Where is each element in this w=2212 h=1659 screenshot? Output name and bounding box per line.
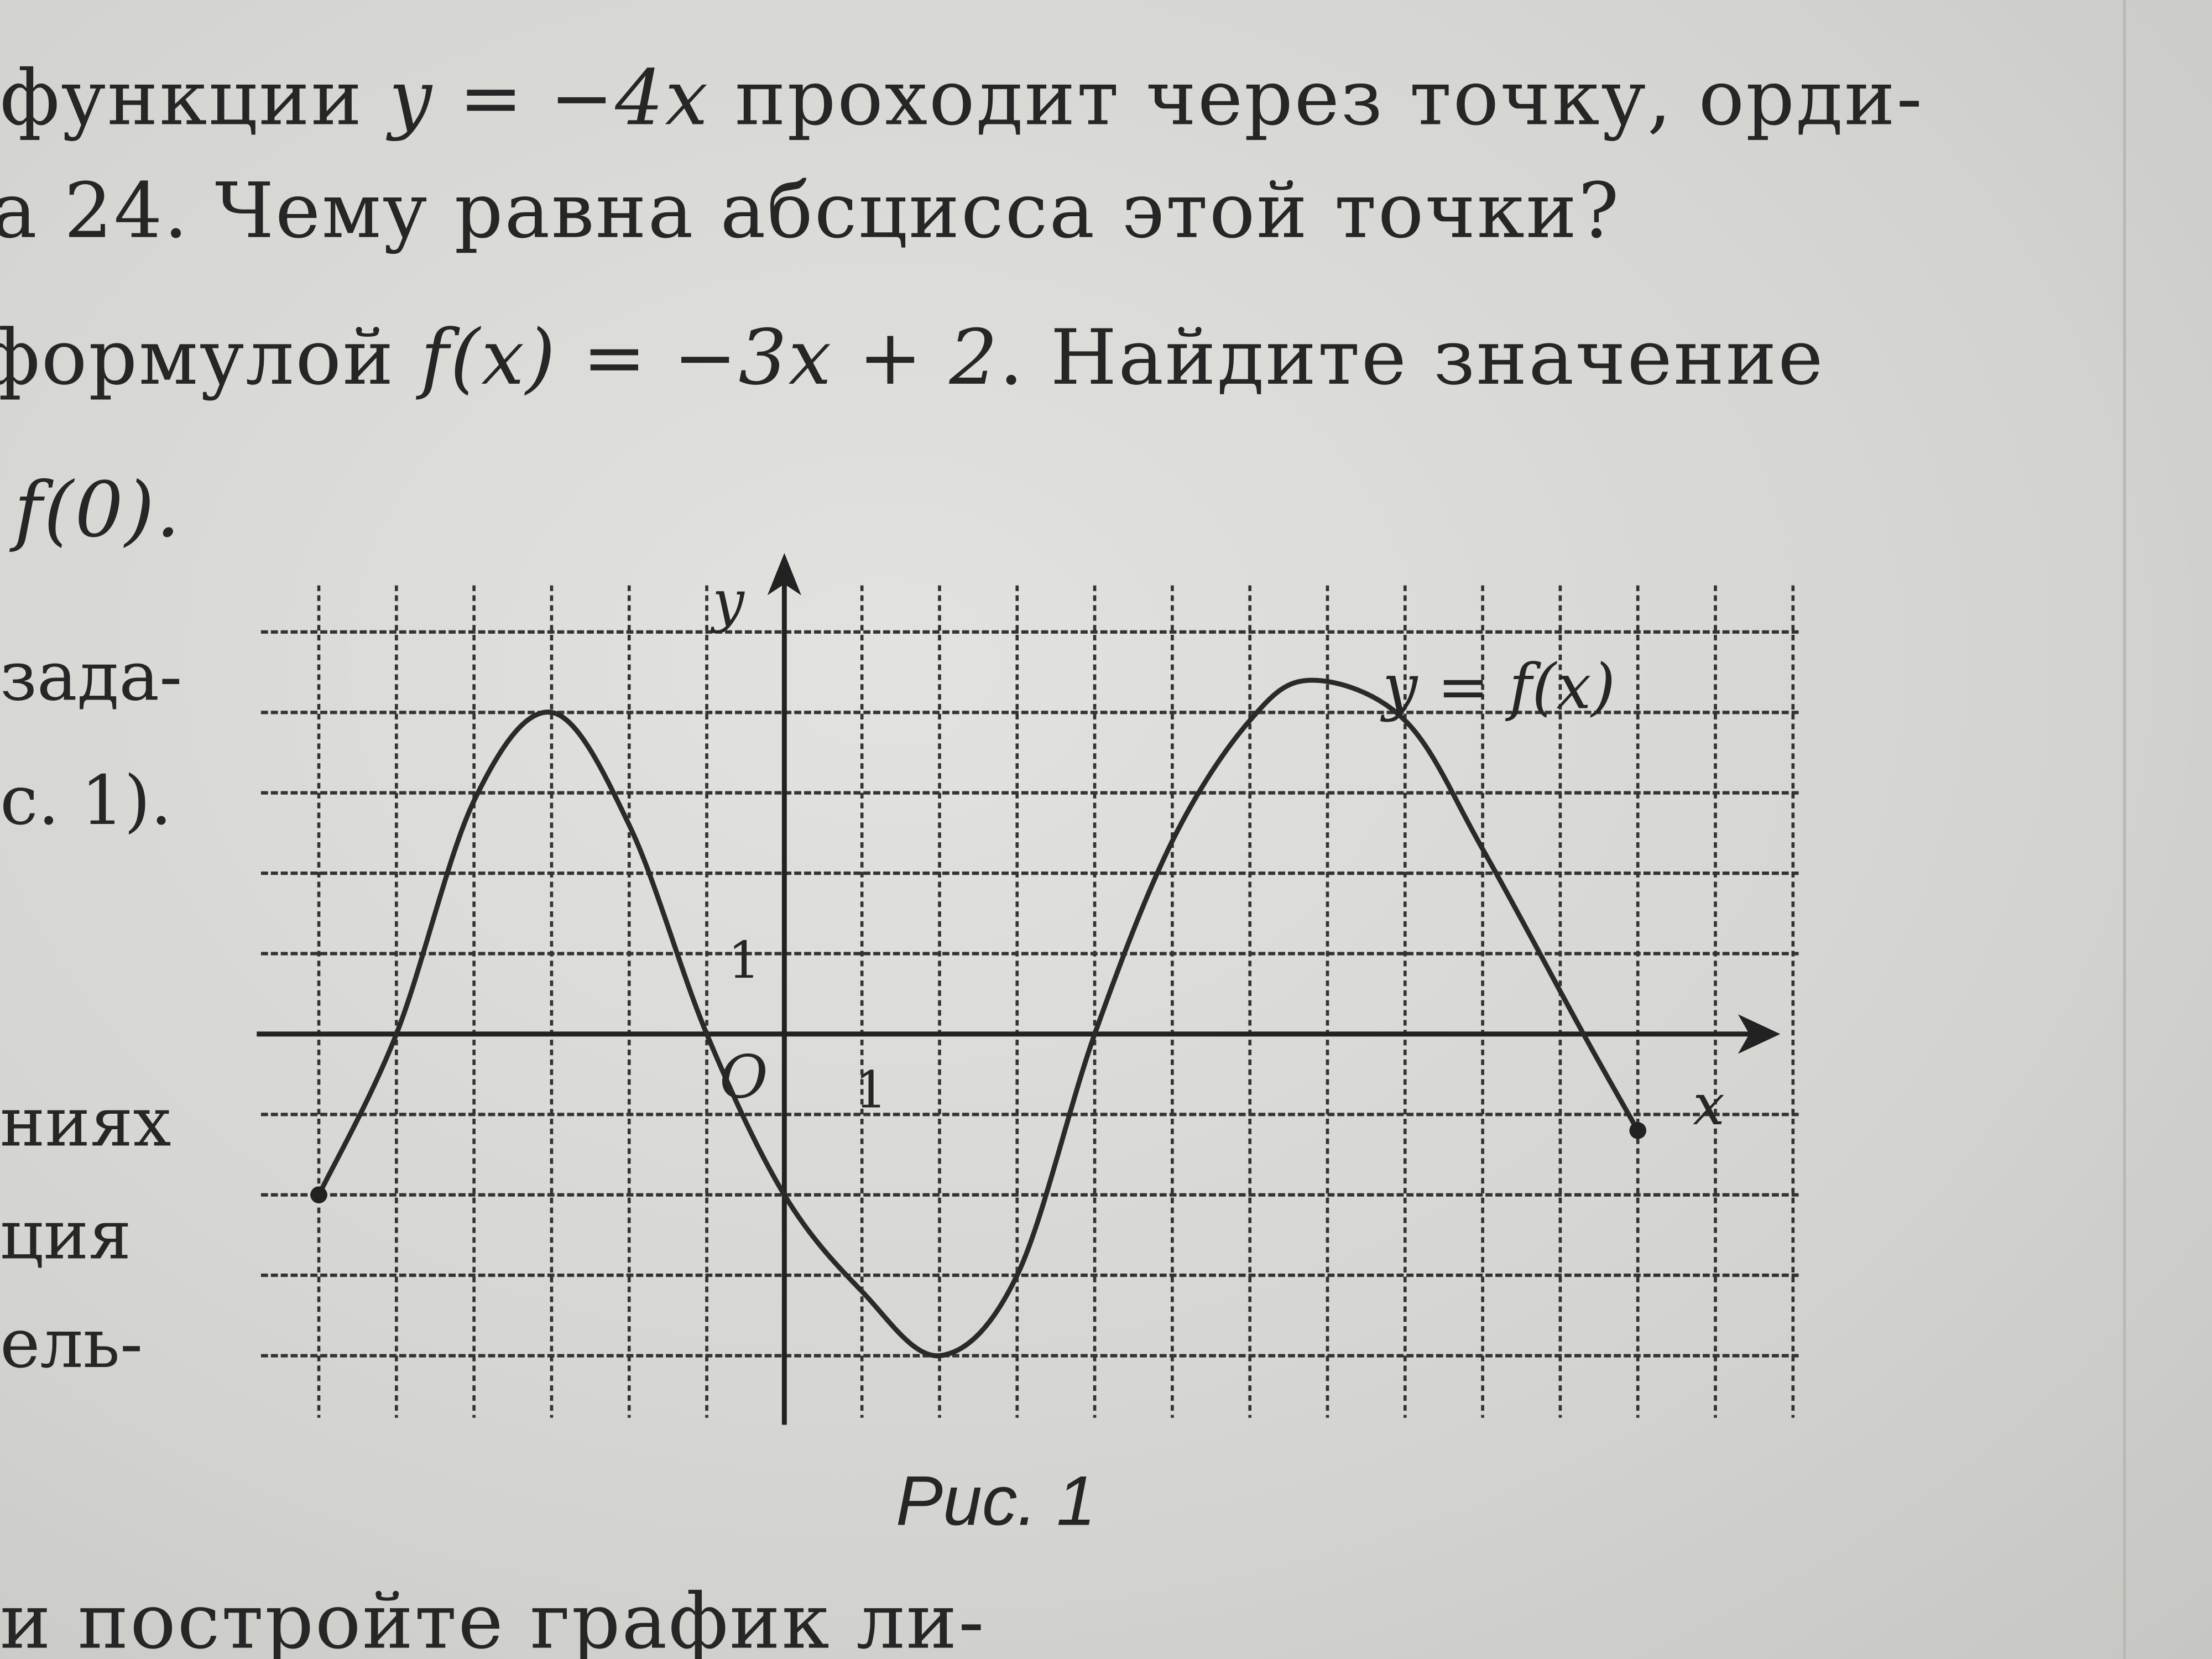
x-unit-label: 1 (855, 1061, 887, 1120)
x-axis-label: x (1693, 1072, 1725, 1138)
left-fragment: с. 1). (0, 761, 173, 841)
problem-line-4: f(0). (14, 465, 182, 555)
function-curve (316, 677, 1640, 1358)
figure-caption: Рис. 1 (895, 1461, 1096, 1541)
curve-endpoint (1629, 1122, 1647, 1139)
left-fragment: ель- (0, 1305, 143, 1384)
text: формулой (0, 313, 421, 403)
y-axis-label: y (710, 568, 745, 634)
left-fragment: зада- (0, 638, 182, 717)
problem-line-1: функции y = −4x проходит через точку, ор… (0, 54, 1923, 143)
axes (257, 552, 1781, 1425)
page-edge (2123, 0, 2126, 1659)
left-fragment: ция (0, 1196, 132, 1276)
y-axis-arrow-icon (767, 552, 801, 596)
formula: f(x) = −3x + 2 (420, 313, 999, 403)
x-axis-arrow-icon (1738, 1014, 1781, 1054)
curve-label: y = f(x) (1380, 651, 1615, 723)
text: проходит через точку, орди- (709, 53, 1924, 143)
problem-line-3: формулой f(x) = −3x + 2. Найдите значени… (0, 313, 1824, 402)
bottom-line: и постройте график ли- (0, 1577, 986, 1659)
origin-label: O (719, 1044, 768, 1112)
y-unit-label: 1 (728, 931, 760, 990)
curve-endpoint (310, 1186, 327, 1204)
curve-endpoints (310, 1122, 1647, 1204)
problem-line-2: а 24. Чему равна абсцисса этой точки? (0, 166, 1621, 255)
left-fragment: ниях (0, 1083, 171, 1163)
formula: y = −4x (389, 53, 709, 143)
text: . Найдите значение (999, 313, 1825, 403)
text: функции (0, 53, 389, 143)
